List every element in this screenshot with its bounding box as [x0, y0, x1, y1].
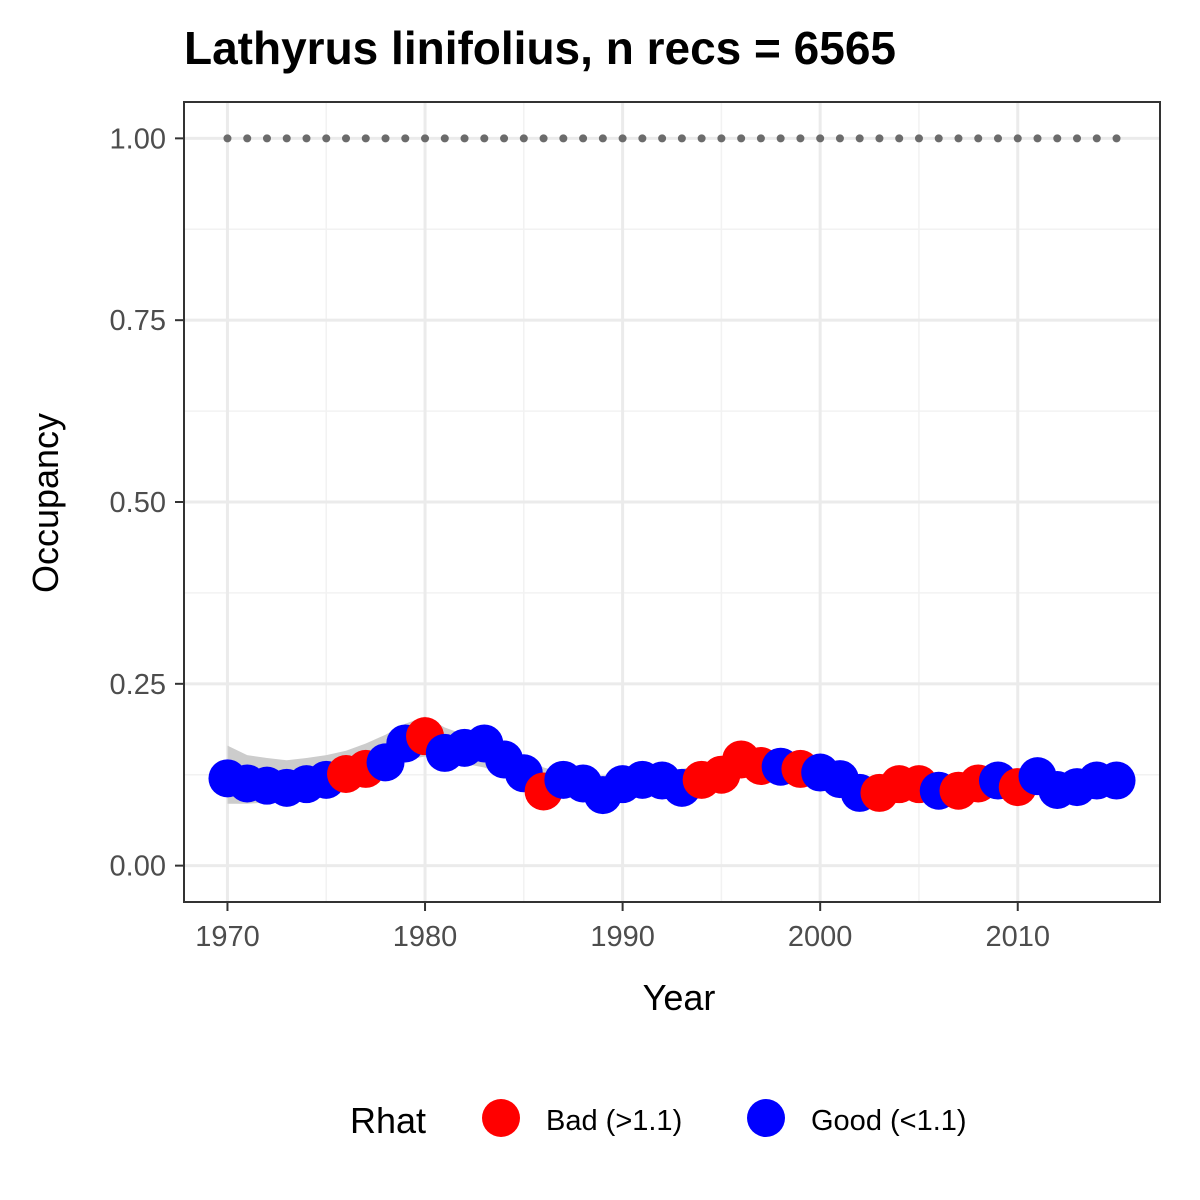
reference-dot	[322, 134, 331, 143]
y-axis-title: Occupancy	[25, 413, 66, 593]
reference-dot	[993, 134, 1002, 143]
legend-title: Rhat	[350, 1100, 426, 1141]
y-tick-label: 0.75	[110, 305, 166, 337]
y-tick-label: 0.25	[110, 669, 166, 701]
reference-dot	[1053, 134, 1062, 143]
reference-dot	[500, 134, 509, 143]
reference-dot	[302, 134, 311, 143]
legend-key-good	[747, 1099, 785, 1137]
reference-dot	[421, 134, 430, 143]
reference-dot	[440, 134, 449, 143]
reference-dot	[697, 134, 706, 143]
x-tick-label: 1970	[195, 921, 260, 953]
x-axis-title: Year	[643, 977, 716, 1018]
reference-dot	[677, 134, 686, 143]
reference-dotted-line	[223, 134, 1121, 143]
reference-dot	[401, 134, 410, 143]
data-point-good	[1097, 761, 1136, 800]
legend: Rhat Bad (>1.1) Good (<1.1)	[350, 1099, 967, 1141]
reference-dot	[559, 134, 568, 143]
reference-dot	[895, 134, 904, 143]
plot-panel	[183, 101, 1161, 903]
reference-dot	[361, 134, 370, 143]
x-tick-label: 1990	[590, 921, 655, 953]
reference-dot	[717, 134, 726, 143]
reference-dot	[480, 134, 489, 143]
reference-dot	[282, 134, 291, 143]
reference-dot	[598, 134, 607, 143]
x-tick-label: 1980	[393, 921, 458, 953]
reference-dot	[243, 134, 252, 143]
reference-dot	[914, 134, 923, 143]
reference-dot	[974, 134, 983, 143]
reference-dot	[579, 134, 588, 143]
reference-dot	[381, 134, 390, 143]
reference-dot	[342, 134, 351, 143]
reference-dot	[519, 134, 528, 143]
reference-dot	[1092, 134, 1101, 143]
legend-label-bad: Bad (>1.1)	[546, 1105, 682, 1137]
reference-dot	[460, 134, 469, 143]
chart-title: Lathyrus linifolius, n recs = 6565	[184, 22, 896, 74]
reference-dot	[223, 134, 232, 143]
y-tick-label: 0.00	[110, 851, 166, 883]
reference-dot	[1112, 134, 1121, 143]
reference-dot	[539, 134, 548, 143]
reference-dot	[855, 134, 864, 143]
reference-dot	[638, 134, 647, 143]
reference-dot	[796, 134, 805, 143]
reference-dot	[262, 134, 271, 143]
reference-dot	[618, 134, 627, 143]
reference-dot	[816, 134, 825, 143]
y-axis: 0.00 0.25 0.50 0.75 1.00	[110, 123, 184, 883]
reference-dot	[737, 134, 746, 143]
reference-dot	[1013, 134, 1022, 143]
reference-dot	[934, 134, 943, 143]
x-tick-label: 2000	[788, 921, 853, 953]
reference-dot	[658, 134, 667, 143]
legend-label-good: Good (<1.1)	[811, 1105, 967, 1137]
x-tick-label: 2010	[985, 921, 1050, 953]
reference-dot	[1033, 134, 1042, 143]
reference-dot	[776, 134, 785, 143]
reference-dot	[1073, 134, 1082, 143]
reference-dot	[875, 134, 884, 143]
legend-key-bad	[482, 1099, 520, 1137]
y-tick-label: 0.50	[110, 487, 166, 519]
reference-dot	[954, 134, 963, 143]
reference-dot	[756, 134, 765, 143]
x-axis: 1970 1980 1990 2000 2010	[195, 902, 1050, 953]
y-tick-label: 1.00	[110, 123, 166, 155]
data-points	[208, 717, 1136, 815]
reference-dot	[835, 134, 844, 143]
